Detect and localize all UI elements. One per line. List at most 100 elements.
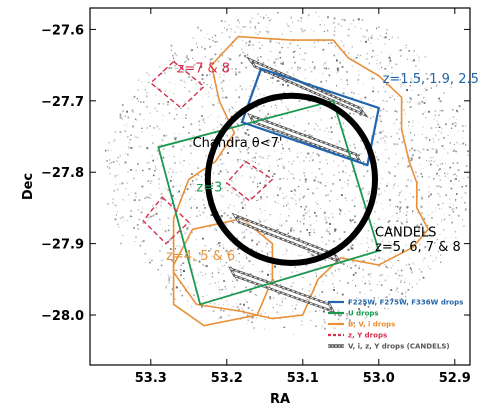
source-point	[320, 110, 321, 111]
source-point	[445, 176, 446, 177]
source-point	[385, 135, 386, 136]
source-point	[196, 282, 197, 283]
source-point	[435, 127, 436, 128]
source-point	[453, 184, 455, 186]
source-point	[203, 204, 205, 206]
source-point	[306, 157, 307, 158]
source-point	[324, 31, 325, 32]
source-point	[260, 48, 261, 49]
source-point	[355, 272, 357, 274]
source-point	[347, 35, 348, 36]
source-point	[293, 253, 294, 254]
source-point	[169, 239, 171, 241]
source-point	[449, 167, 451, 169]
source-point	[294, 194, 295, 195]
source-point	[147, 72, 148, 73]
source-point	[137, 163, 139, 165]
source-point	[331, 273, 333, 275]
source-point	[229, 36, 231, 38]
source-point	[133, 178, 134, 179]
source-point	[287, 108, 288, 109]
source-point	[197, 167, 199, 169]
source-point	[393, 123, 395, 125]
source-point	[435, 211, 436, 212]
source-point	[373, 88, 374, 89]
source-point	[218, 304, 219, 305]
source-point	[395, 183, 396, 184]
source-point	[218, 272, 219, 273]
source-point	[277, 194, 279, 196]
source-point	[349, 145, 351, 147]
source-point	[305, 179, 307, 181]
source-point	[183, 278, 184, 279]
source-point	[188, 77, 189, 78]
source-point	[321, 173, 323, 175]
source-point	[176, 186, 177, 187]
source-point	[152, 205, 153, 206]
source-point	[428, 196, 430, 198]
source-point	[458, 215, 460, 217]
source-point	[310, 232, 311, 233]
source-point	[412, 126, 413, 127]
source-point	[412, 155, 413, 156]
source-point	[328, 217, 330, 219]
source-point	[315, 311, 317, 313]
source-point	[282, 63, 284, 65]
source-point	[407, 206, 409, 208]
source-point	[160, 205, 162, 207]
source-point	[394, 175, 396, 177]
source-point	[257, 183, 258, 184]
source-point	[338, 165, 339, 166]
source-point	[162, 259, 164, 261]
source-point	[397, 96, 398, 97]
source-point	[313, 30, 314, 31]
source-point	[358, 71, 359, 72]
source-point	[106, 160, 108, 162]
source-point	[192, 180, 193, 181]
source-point	[279, 218, 280, 219]
source-point	[467, 177, 468, 178]
source-point	[455, 199, 456, 200]
source-point	[198, 121, 200, 123]
source-point	[421, 271, 423, 273]
source-point	[293, 318, 294, 319]
source-point	[263, 105, 264, 106]
source-point	[270, 251, 272, 253]
source-point	[203, 82, 204, 83]
source-point	[465, 185, 467, 187]
source-point	[108, 142, 109, 143]
source-point	[255, 26, 257, 28]
source-point	[128, 194, 130, 196]
source-point	[155, 108, 156, 109]
source-point	[252, 245, 253, 246]
source-point	[231, 192, 233, 194]
source-point	[195, 205, 196, 206]
source-point	[322, 20, 323, 21]
source-point	[437, 165, 438, 166]
source-point	[421, 195, 423, 197]
source-point	[334, 314, 336, 316]
source-point	[398, 37, 399, 38]
source-point	[308, 252, 309, 253]
source-point	[390, 59, 391, 60]
source-point	[191, 49, 193, 51]
source-point	[150, 198, 151, 199]
source-point	[195, 245, 196, 246]
source-point	[282, 33, 284, 35]
source-point	[325, 328, 326, 329]
source-point	[221, 217, 222, 218]
source-point	[401, 293, 403, 295]
source-point	[241, 62, 243, 64]
source-point	[228, 315, 229, 316]
source-point	[267, 246, 268, 247]
source-point	[188, 108, 189, 109]
source-point	[189, 76, 190, 77]
source-point	[232, 108, 233, 109]
source-point	[378, 218, 380, 220]
source-point	[391, 267, 392, 268]
source-point	[186, 56, 188, 58]
source-point	[152, 116, 153, 117]
source-point	[187, 300, 189, 302]
source-point	[246, 215, 247, 216]
source-point	[453, 151, 454, 152]
